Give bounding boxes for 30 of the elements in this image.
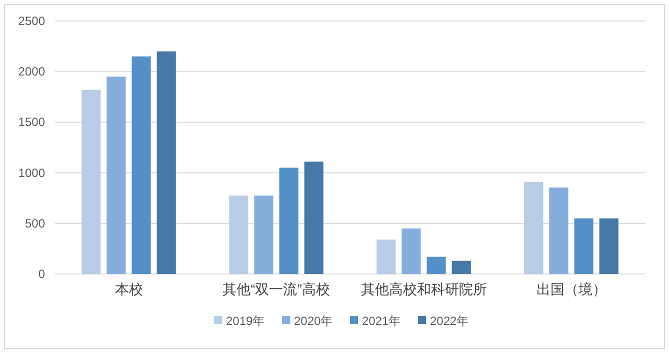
legend-label: 2020年: [294, 314, 333, 328]
bar: [376, 240, 396, 274]
x-tick-label: 出国（境）: [536, 281, 606, 297]
x-tick-label: 本校: [114, 281, 143, 297]
bar: [549, 187, 568, 274]
bar: [279, 168, 298, 274]
legend-label: 2019年: [226, 314, 265, 328]
bar: [426, 256, 446, 274]
bar: [574, 218, 594, 274]
bar: [599, 218, 618, 274]
bar: [82, 90, 101, 274]
y-tick-label: 1500: [18, 115, 46, 130]
x-tick-label: 其他高校和科研院所: [360, 281, 487, 297]
legend-label: 2022年: [430, 314, 469, 328]
y-tick-label: 500: [24, 216, 46, 230]
y-tick-label: 2000: [18, 64, 46, 79]
bar: [132, 56, 151, 274]
y-tick-label: 2500: [18, 14, 46, 28]
bar: [106, 76, 126, 274]
bar: [402, 228, 421, 274]
bar: [524, 182, 544, 274]
y-tick-label: 1000: [18, 166, 46, 180]
bar: [452, 260, 471, 274]
y-tick-label: 0: [38, 267, 46, 281]
bar: [156, 51, 176, 274]
legend-label: 2021年: [362, 314, 401, 328]
bar: [304, 162, 324, 274]
bar: [254, 196, 274, 274]
bar: [229, 196, 248, 274]
x-tick-label: 其他“双一流”高校: [222, 281, 330, 297]
